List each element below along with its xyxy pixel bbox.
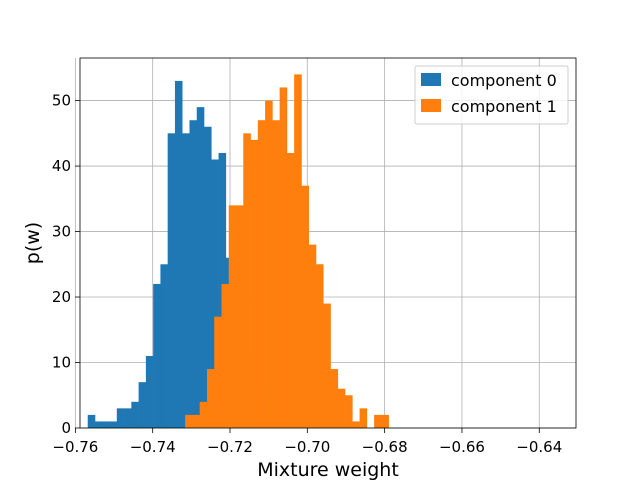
bar-component-0: [138, 382, 147, 428]
axis-ticks: −0.76 −0.74 −0.72 −0.70 −0.68 −0.66 −0.64 0 10 20…: [52, 92, 562, 456]
y-tick-label: 50: [52, 92, 71, 110]
bar-component-0: [124, 408, 132, 428]
bar-component-1: [286, 152, 295, 428]
bar-component-0: [160, 264, 168, 428]
bar-component-0: [102, 421, 110, 428]
bar-component-1: [221, 283, 230, 428]
y-tick-label: 0: [61, 419, 71, 437]
bar-component-1: [236, 205, 244, 428]
bar-component-1: [345, 395, 353, 428]
bar-component-0: [204, 126, 212, 429]
x-tick-label: −0.70: [284, 438, 330, 456]
bar-component-0: [116, 408, 125, 428]
bar-component-1: [294, 74, 302, 429]
bar-component-1: [315, 264, 324, 428]
bar-component-0: [174, 80, 183, 429]
legend-swatch-component-1: [421, 99, 441, 112]
bar-component-0: [109, 421, 118, 428]
bar-component-0: [189, 120, 198, 428]
x-tick-label: −0.74: [130, 438, 176, 456]
legend-label-component-1: component 1: [451, 97, 557, 116]
bar-component-1: [323, 303, 331, 428]
bar-component-0: [87, 414, 96, 428]
plot-frame: [79, 57, 577, 429]
bar-component-1: [279, 87, 288, 428]
x-tick-label: −0.68: [362, 438, 408, 456]
legend: component 0 component 1: [414, 65, 569, 125]
x-tick-label: −0.76: [52, 438, 98, 456]
bar-component-1: [257, 120, 266, 428]
bar-component-0: [153, 283, 161, 428]
legend-label-component-0: component 0: [451, 71, 557, 90]
bar-component-1: [381, 414, 389, 428]
y-tick-label: 20: [52, 288, 71, 306]
bar-component-1: [272, 120, 280, 428]
bar-component-0: [145, 355, 154, 428]
bar-component-1: [228, 205, 237, 428]
bar-component-1: [374, 414, 382, 428]
bar-component-0: [167, 133, 176, 428]
y-tick-label: 10: [52, 354, 71, 372]
legend-box: [414, 65, 569, 125]
bar-component-1: [308, 244, 317, 428]
legend-swatch-component-0: [421, 73, 441, 86]
bar-component-1: [359, 408, 368, 428]
y-tick-label: 40: [52, 157, 71, 175]
bar-component-0: [94, 421, 103, 428]
bar-component-1: [243, 133, 251, 428]
bar-component-1: [265, 100, 273, 428]
x-tick-label: −0.64: [516, 438, 562, 456]
bar-component-0: [211, 159, 219, 428]
bar-component-1: [301, 185, 310, 428]
x-tick-label: −0.72: [207, 438, 253, 456]
bars: [87, 74, 389, 429]
bar-component-1: [330, 369, 339, 428]
bar-component-0: [182, 133, 190, 428]
x-axis-label: Mixture weight: [257, 459, 399, 480]
bar-component-0: [196, 107, 205, 428]
bar-component-1: [250, 139, 259, 429]
bar-component-1: [185, 414, 193, 428]
y-axis-label: p(w): [22, 222, 44, 264]
bar-component-1: [337, 388, 346, 428]
y-tick-label: 30: [52, 223, 71, 241]
bar-component-1: [206, 369, 215, 428]
bar-component-1: [214, 316, 222, 428]
x-tick-label: −0.66: [439, 438, 485, 456]
bar-component-1: [352, 421, 360, 428]
bar-component-1: [192, 414, 200, 428]
bar-component-0: [131, 401, 139, 428]
bar-component-1: [199, 401, 208, 428]
